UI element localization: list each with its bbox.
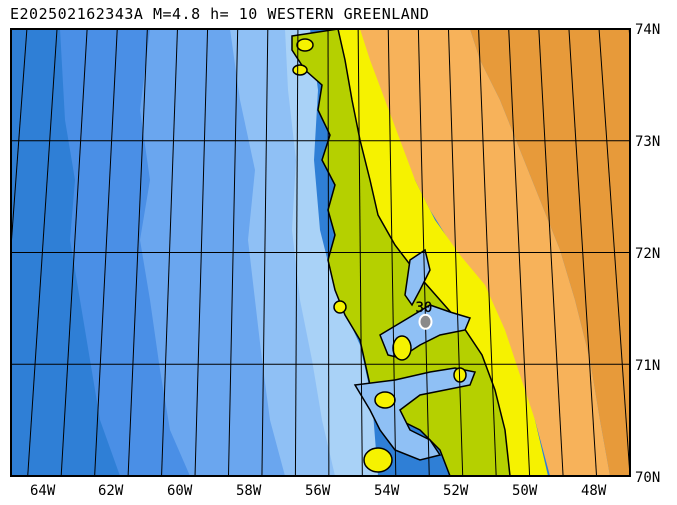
longitude-labels: 64W 62W 60W 58W 56W 54W 52W 50W 48W [30,483,607,499]
epicenter-marker [418,313,433,330]
fjord-main [353,367,477,461]
lat-label: 74N [635,22,660,38]
lat-label: 72N [635,246,660,262]
epicenter-depth-label: 30 [415,300,432,316]
island [363,447,393,473]
lat-label: 70N [635,470,660,486]
meridian-line [11,29,28,254]
latitude-labels: 74N 73N 72N 71N 70N [635,22,660,486]
island [392,335,412,361]
island [374,391,396,409]
island [296,38,314,52]
lon-label: 52W [443,483,469,499]
lon-label: 64W [30,483,56,499]
map-area [11,29,630,476]
map-title: E202502162343A M=4.8 h= 10 WESTERN GREEN… [10,5,430,23]
lat-label: 71N [635,358,660,374]
lon-label: 56W [305,483,331,499]
lon-label: 58W [236,483,262,499]
island [333,300,347,314]
grid-lines [11,29,630,476]
lon-label: 54W [374,483,400,499]
map-frame [10,28,631,477]
lat-label: 73N [635,134,660,150]
lon-label: 60W [167,483,193,499]
island [292,64,308,76]
lon-label: 50W [512,483,538,499]
lon-label: 48W [581,483,607,499]
lon-label: 62W [98,483,124,499]
